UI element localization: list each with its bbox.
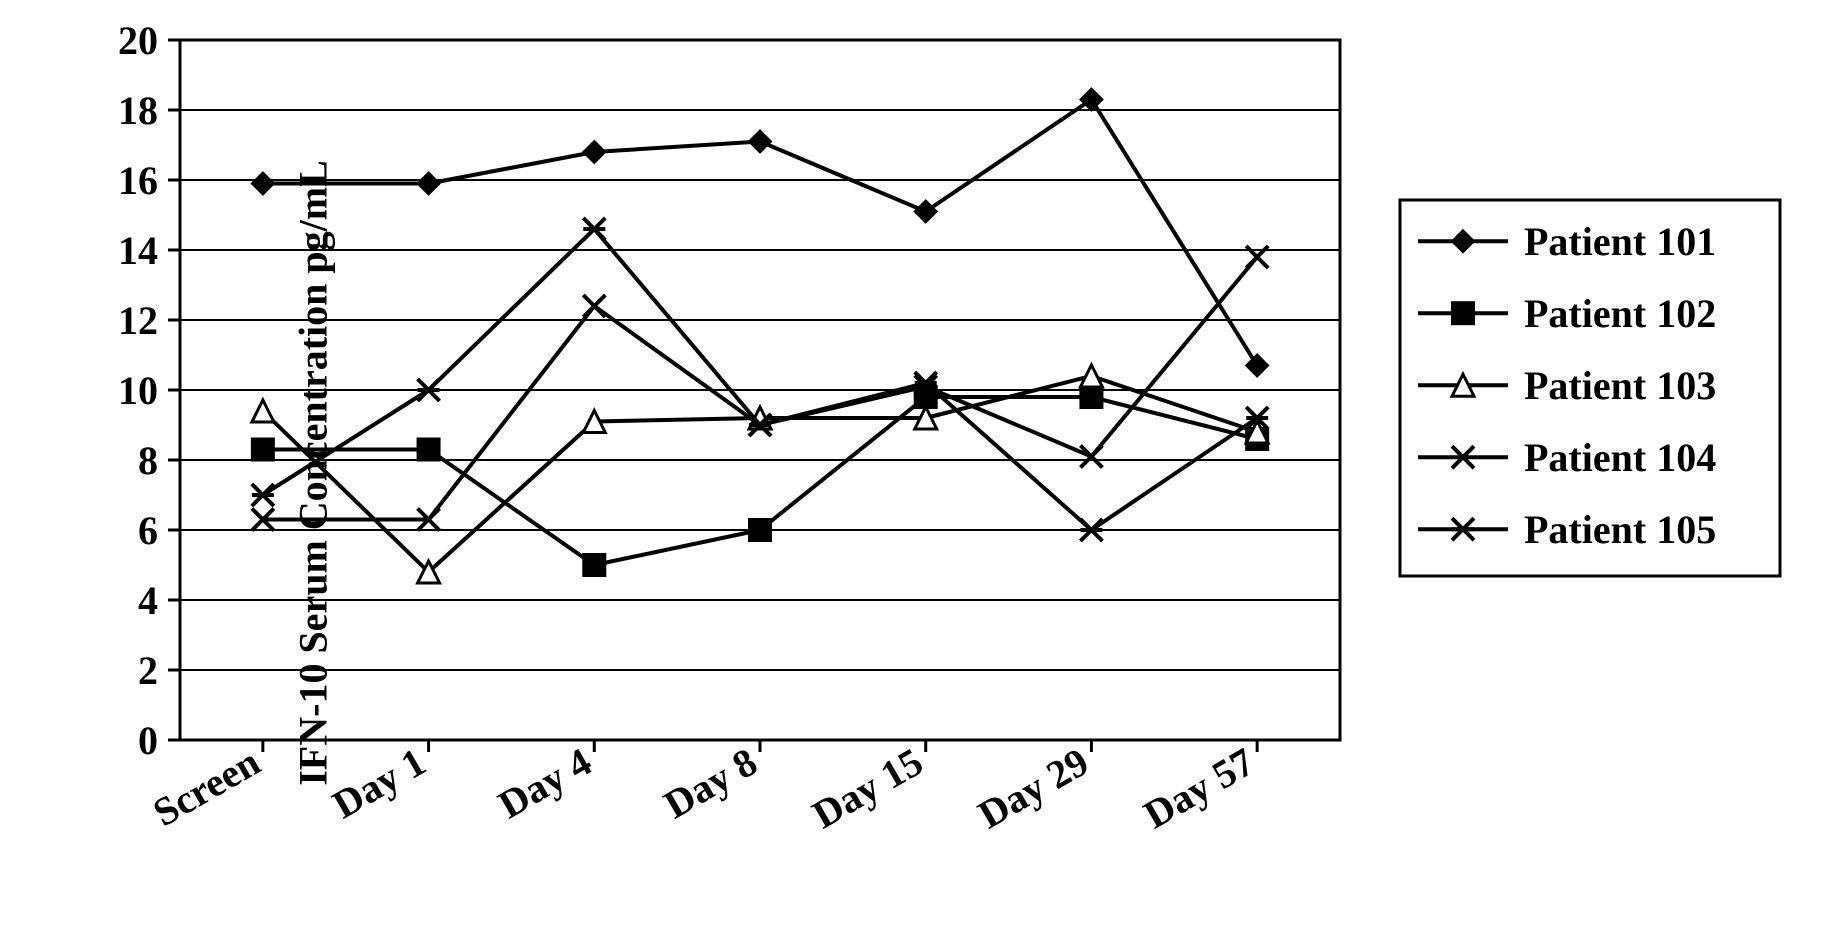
x-tick-label: Day 57 <box>1136 739 1261 837</box>
x-tick-label: Day 29 <box>970 739 1095 837</box>
y-axis-label: IFN-10 Serum Concentration pg/mL <box>289 160 336 786</box>
x-tick-label: Screen <box>145 739 267 835</box>
x-tick-label: Day 8 <box>656 739 764 827</box>
y-tick-label: 16 <box>118 158 158 203</box>
legend-item-label: Patient 105 <box>1524 507 1716 552</box>
y-tick-label: 4 <box>138 578 158 623</box>
y-tick-label: 14 <box>118 228 158 273</box>
y-tick-label: 8 <box>138 438 158 483</box>
y-tick-label: 0 <box>138 718 158 763</box>
line-chart: 0 2 4 6 8 10 12 14 16 18 20 Screen Day 1 Day 4 Day 8 Da… <box>0 0 1827 946</box>
y-tick-label: 12 <box>118 298 158 343</box>
legend-item-label: Patient 102 <box>1524 291 1716 336</box>
x-tick-label: Day 15 <box>805 739 930 837</box>
x-tick-label: Day 1 <box>325 739 433 827</box>
y-tick-label: 6 <box>138 508 158 553</box>
y-tick-label: 20 <box>118 18 158 63</box>
legend-item-label: Patient 101 <box>1524 219 1716 264</box>
y-tick-label: 10 <box>118 368 158 413</box>
y-tick-label: 2 <box>138 648 158 693</box>
legend-item-label: Patient 103 <box>1524 363 1716 408</box>
chart-container: IFN-10 Serum Concentration pg/mL 0 2 4 6 8 10… <box>0 0 1827 946</box>
legend: Patient 101 Patient 102 Patient 103 Patient… <box>1400 200 1780 576</box>
x-tick-label: Day 4 <box>491 739 599 827</box>
y-tick-label: 18 <box>118 88 158 133</box>
legend-item-label: Patient 104 <box>1524 435 1716 480</box>
